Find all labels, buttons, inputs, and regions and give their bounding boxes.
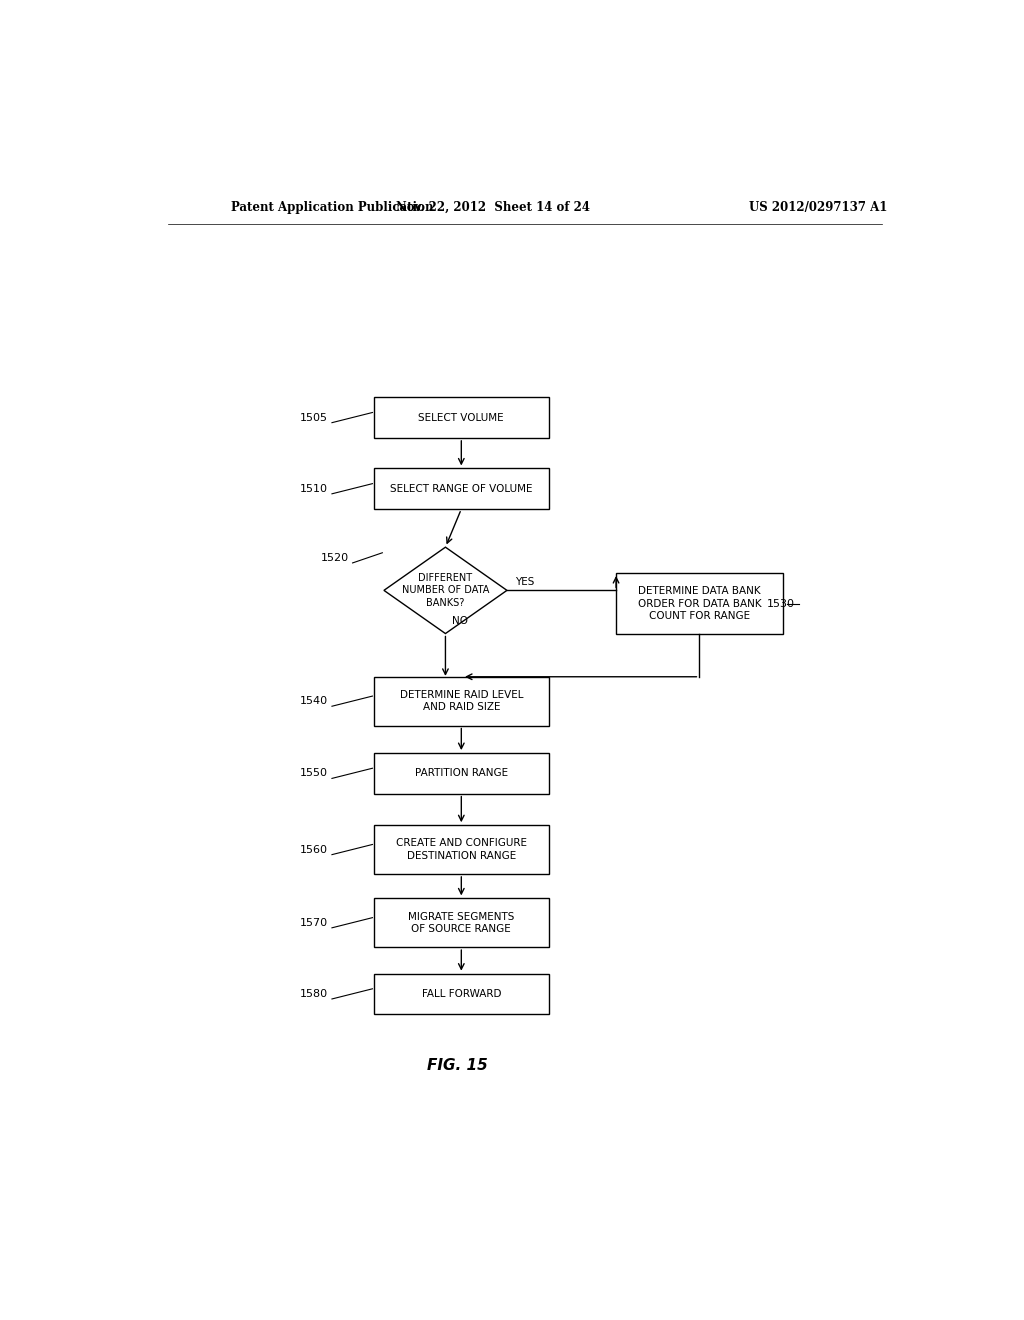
Text: 1580: 1580: [300, 989, 328, 999]
Text: Nov. 22, 2012  Sheet 14 of 24: Nov. 22, 2012 Sheet 14 of 24: [396, 201, 590, 214]
Text: DETERMINE RAID LEVEL
AND RAID SIZE: DETERMINE RAID LEVEL AND RAID SIZE: [399, 690, 523, 713]
Text: FALL FORWARD: FALL FORWARD: [422, 989, 501, 999]
Text: US 2012/0297137 A1: US 2012/0297137 A1: [750, 201, 888, 214]
Text: 1520: 1520: [321, 553, 348, 562]
Text: 1530: 1530: [767, 598, 795, 609]
Text: CREATE AND CONFIGURE
DESTINATION RANGE: CREATE AND CONFIGURE DESTINATION RANGE: [396, 838, 526, 861]
Text: 1505: 1505: [300, 413, 328, 422]
FancyBboxPatch shape: [374, 397, 549, 438]
Text: MIGRATE SEGMENTS
OF SOURCE RANGE: MIGRATE SEGMENTS OF SOURCE RANGE: [409, 912, 514, 935]
Text: YES: YES: [515, 577, 535, 587]
Text: 1560: 1560: [300, 845, 328, 854]
Text: SELECT RANGE OF VOLUME: SELECT RANGE OF VOLUME: [390, 483, 532, 494]
FancyBboxPatch shape: [374, 899, 549, 948]
FancyBboxPatch shape: [374, 677, 549, 726]
Text: DIFFERENT
NUMBER OF DATA
BANKS?: DIFFERENT NUMBER OF DATA BANKS?: [401, 573, 489, 607]
FancyBboxPatch shape: [616, 573, 782, 634]
Text: SELECT VOLUME: SELECT VOLUME: [419, 413, 504, 422]
Text: 1570: 1570: [300, 917, 328, 928]
Text: PARTITION RANGE: PARTITION RANGE: [415, 768, 508, 779]
FancyBboxPatch shape: [374, 974, 549, 1014]
Text: DETERMINE DATA BANK
ORDER FOR DATA BANK
COUNT FOR RANGE: DETERMINE DATA BANK ORDER FOR DATA BANK …: [638, 586, 761, 620]
Text: NO: NO: [452, 616, 468, 627]
FancyBboxPatch shape: [374, 752, 549, 793]
Polygon shape: [384, 548, 507, 634]
FancyBboxPatch shape: [374, 825, 549, 874]
FancyBboxPatch shape: [374, 469, 549, 510]
Text: 1540: 1540: [300, 696, 328, 706]
Text: 1510: 1510: [300, 483, 328, 494]
Text: 1550: 1550: [300, 768, 328, 779]
Text: FIG. 15: FIG. 15: [427, 1057, 487, 1073]
Text: Patent Application Publication: Patent Application Publication: [231, 201, 434, 214]
